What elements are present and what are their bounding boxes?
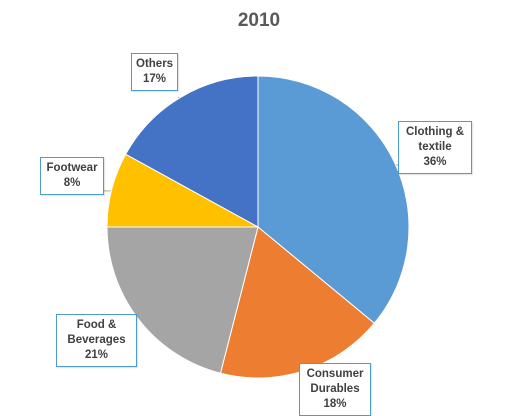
- data-label-value: 17%: [136, 72, 173, 87]
- data-label-value: 8%: [45, 176, 99, 191]
- data-label-name: textile: [403, 140, 467, 155]
- data-label-name: Durables: [304, 382, 366, 397]
- data-label-value: 36%: [403, 155, 467, 170]
- data-label-name: Beverages: [61, 333, 132, 348]
- data-label-name: Clothing &: [403, 125, 467, 140]
- data-label-name: Food &: [61, 318, 132, 333]
- data-label-name: Others: [136, 57, 173, 72]
- data-label-name: Footwear: [45, 161, 99, 176]
- data-label-value: 21%: [61, 348, 132, 363]
- data-label-name: Consumer: [304, 367, 366, 382]
- data-label-value: 18%: [304, 397, 366, 412]
